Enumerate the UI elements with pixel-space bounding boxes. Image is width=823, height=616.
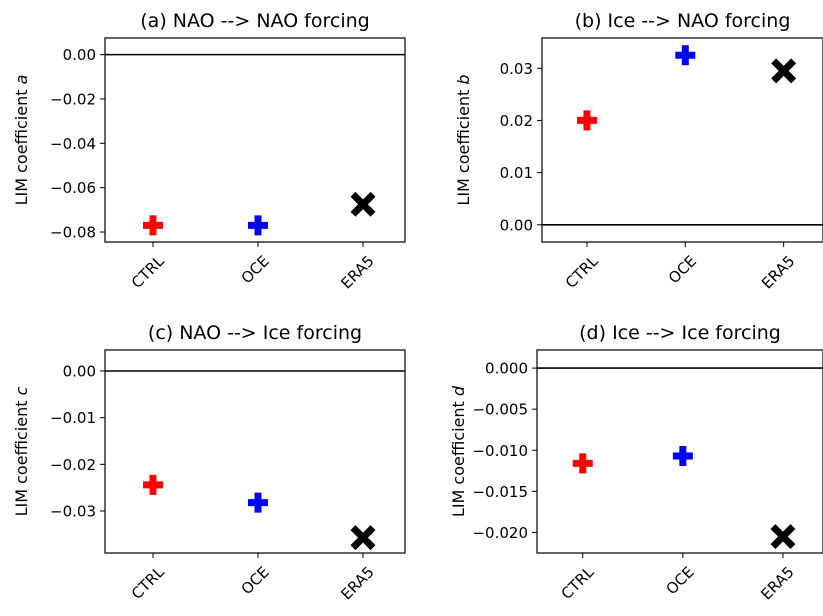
y-tick-label: −0.06 (50, 179, 96, 197)
x-tick-label: CTRL (128, 563, 168, 603)
y-tick-label: 0.00 (63, 363, 96, 381)
panel-b: (b) Ice --> NAO forcing 0.03 0.02 0.01 0.00 L… (454, 10, 823, 292)
y-axis-label: LIM coefficient b (454, 74, 473, 205)
y-axis-label: LIM coefficient a (12, 75, 31, 206)
y-tick-label: 0.01 (500, 164, 533, 182)
marker-oce (672, 446, 693, 467)
y-axis-variable: c (12, 386, 31, 395)
y-axis-variable: b (454, 74, 473, 84)
y-tick-label: −0.020 (472, 524, 528, 542)
y-tick-label: 0.03 (500, 60, 533, 78)
marker-ctrl (143, 474, 163, 495)
axes-frame (536, 349, 823, 554)
y-tick-label: −0.08 (50, 224, 96, 242)
marker-era5 (770, 524, 796, 550)
marker-era5 (350, 191, 376, 217)
panel-title: (a) NAO --> NAO forcing (140, 10, 369, 32)
y-axis-variable: a (12, 75, 31, 85)
panel-d: (d) Ice --> Ice forcing 0.000 −0.005 −0.010… (449, 322, 823, 603)
axes-frame (104, 37, 406, 243)
y-tick-label: −0.015 (472, 483, 528, 501)
marker-era5 (771, 58, 797, 84)
marker-oce (248, 492, 268, 513)
y-tick-label: −0.02 (50, 456, 96, 474)
panel-title: (b) Ice --> NAO forcing (575, 10, 791, 32)
marker-era5 (350, 525, 376, 551)
x-tick-label: ERA5 (757, 563, 797, 603)
marker-ctrl (572, 453, 593, 474)
x-tick-label: OCE (662, 563, 697, 598)
y-tick-label: −0.005 (472, 401, 528, 419)
x-tick-label: OCE (665, 252, 700, 287)
marker-ctrl (143, 215, 163, 236)
y-axis-label: LIM coefficient c (12, 386, 31, 516)
y-axis-label: LIM coefficient d (449, 385, 468, 517)
x-tick-label: OCE (238, 563, 273, 598)
x-tick-label: ERA5 (337, 563, 377, 603)
y-tick-label: −0.02 (50, 90, 96, 108)
marker-ctrl (576, 110, 597, 131)
marker-oce (248, 215, 268, 236)
marker-oce (675, 45, 696, 66)
axes-frame (104, 349, 406, 554)
axes-frame (541, 37, 823, 243)
panel-c: (c) NAO --> Ice forcing 0.00 −0.01 −0.02 −0.… (12, 322, 406, 603)
y-tick-label: −0.01 (50, 409, 96, 427)
y-axis-variable: d (449, 385, 468, 396)
x-tick-label: ERA5 (758, 252, 798, 292)
panel-title: (d) Ice --> Ice forcing (579, 322, 781, 344)
panel-a: (a) NAO --> NAO forcing 0.00 −0.02 −0.04 −0.… (12, 10, 406, 292)
x-tick-label: OCE (238, 252, 273, 287)
y-tick-label: −0.010 (472, 442, 528, 460)
y-tick-label: −0.04 (50, 135, 96, 153)
x-tick-label: CTRL (558, 563, 598, 603)
y-tick-label: 0.00 (500, 216, 533, 234)
y-tick-label: 0.000 (485, 360, 528, 378)
y-tick-label: 0.00 (63, 46, 96, 64)
y-tick-label: 0.02 (500, 112, 533, 130)
x-tick-label: CTRL (562, 252, 602, 292)
x-tick-label: ERA5 (337, 252, 377, 292)
x-tick-label: CTRL (128, 252, 168, 292)
panel-title: (c) NAO --> Ice forcing (148, 322, 362, 344)
y-tick-label: −0.03 (50, 503, 96, 521)
